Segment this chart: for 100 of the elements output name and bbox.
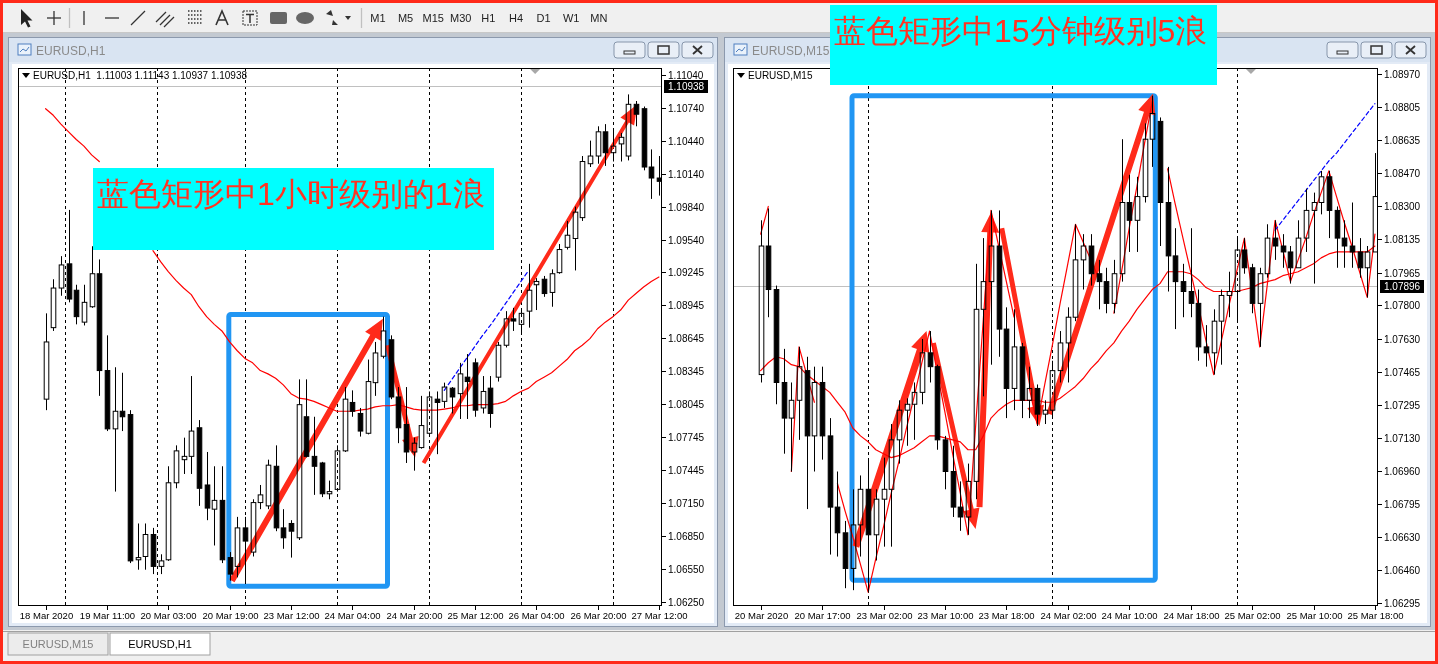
candlestick xyxy=(857,474,864,558)
candlestick xyxy=(1311,192,1318,285)
candlestick xyxy=(618,132,625,163)
chart-title: EURUSD,M15 xyxy=(752,44,830,58)
candlestick xyxy=(1172,227,1179,330)
y-tick-label: 1.10440 xyxy=(668,136,705,147)
x-tick-label: 19 Mar 11:00 xyxy=(79,610,136,621)
annotation: 蓝色矩形中1小时级别的1浪 xyxy=(97,176,485,212)
candlestick xyxy=(1264,223,1271,279)
x-tick-label: 27 Mar 12:00 xyxy=(631,610,688,621)
y-tick-label: 1.11040 xyxy=(668,70,704,81)
line-series xyxy=(1274,103,1376,231)
y-tick-label: 1.06550 xyxy=(668,564,705,575)
candlestick xyxy=(1103,267,1110,314)
candlestick xyxy=(804,356,811,510)
candlestick xyxy=(510,307,517,332)
candlestick xyxy=(1349,202,1356,269)
candlestick xyxy=(827,417,834,556)
x-tick-label: 20 Mar 17:00 xyxy=(794,610,851,621)
y-tick-label: 1.08300 xyxy=(1384,201,1421,212)
candlestick xyxy=(549,268,556,308)
candlestick xyxy=(204,451,211,521)
chart-subtitle: EURUSD,H1 1.11003 1.11143 1.10937 1.10938 xyxy=(33,70,248,81)
candlestick xyxy=(142,522,149,571)
candlestick xyxy=(988,209,995,366)
x-tick-label: 25 Mar 10:00 xyxy=(1286,610,1343,621)
y-tick-label: 1.07150 xyxy=(668,498,705,509)
y-tick-label: 1.06795 xyxy=(1384,499,1421,510)
candlestick xyxy=(633,100,640,127)
candlestick xyxy=(788,381,795,472)
candlestick xyxy=(927,330,934,383)
y-tick-label: 1.06960 xyxy=(1384,466,1421,477)
y-tick-label: 1.07745 xyxy=(668,432,705,443)
y-tick-label: 1.07800 xyxy=(1384,300,1421,311)
text: M5 xyxy=(397,12,414,24)
candlestick xyxy=(296,378,303,541)
candlestick xyxy=(1111,259,1118,314)
candlestick xyxy=(1180,263,1187,318)
candlestick xyxy=(850,488,857,591)
candlestick xyxy=(842,520,849,589)
text: EURUSD,H1 xyxy=(128,638,192,650)
candlestick xyxy=(1026,366,1033,419)
x-tick-label: 26 Mar 04:00 xyxy=(508,610,565,621)
x-tick-label: 20 Mar 19:00 xyxy=(202,610,259,621)
x-tick-label: 24 Mar 18:00 xyxy=(1163,610,1220,621)
candlestick xyxy=(834,471,841,558)
y-tick-label: 1.08345 xyxy=(668,366,705,377)
candlestick xyxy=(796,346,803,441)
candlestick xyxy=(980,237,987,397)
candlestick xyxy=(1096,259,1103,310)
candlestick xyxy=(311,416,318,496)
y-tick-label: 1.07465 xyxy=(1384,367,1421,378)
x-tick-label: 20 Mar 03:00 xyxy=(140,610,197,621)
y-tick-label: 1.07965 xyxy=(1384,268,1421,279)
candlestick xyxy=(904,397,911,447)
text: M30 xyxy=(450,12,472,24)
candlestick xyxy=(1065,306,1072,383)
text: H1 xyxy=(481,12,496,24)
candlestick xyxy=(418,395,425,449)
text: 蓝色矩形中15分钟级别5浪 xyxy=(834,13,1208,49)
candlestick xyxy=(873,488,880,562)
candlestick xyxy=(495,341,502,383)
candlestick xyxy=(1057,330,1064,383)
x-tick-label: 26 Mar 20:00 xyxy=(570,610,627,621)
candlestick xyxy=(1142,122,1149,203)
candlestick xyxy=(1303,188,1310,253)
x-tick-label: 25 Mar 18:00 xyxy=(1347,610,1404,621)
candlestick xyxy=(43,312,50,411)
chart-title: EURUSD,H1 xyxy=(36,44,106,58)
x-tick-label: 24 Mar 20:00 xyxy=(386,610,443,621)
y-tick-label: 1.08805 xyxy=(1384,102,1421,113)
candlestick xyxy=(526,263,533,329)
text: M15 xyxy=(422,12,444,24)
candlestick xyxy=(1357,237,1364,279)
y-tick-label: 1.10140 xyxy=(668,169,705,180)
y-tick-label: 1.07295 xyxy=(1384,400,1421,411)
x-tick-label: 25 Mar 02:00 xyxy=(1224,610,1281,621)
y-tick-label: 1.08135 xyxy=(1384,234,1421,245)
candlestick xyxy=(1042,399,1049,425)
candlestick xyxy=(1149,95,1156,168)
ref-line-label: 1.10938 xyxy=(668,81,705,92)
candlestick xyxy=(811,366,818,472)
candlestick xyxy=(911,381,918,441)
candlestick xyxy=(211,465,218,546)
candlestick xyxy=(288,519,295,559)
candlestick xyxy=(1211,308,1218,376)
candlestick xyxy=(564,220,571,251)
candlestick xyxy=(112,366,119,493)
x-tick-label: 23 Mar 12:00 xyxy=(263,610,320,621)
x-tick-label: 24 Mar 10:00 xyxy=(1101,610,1158,621)
candlestick xyxy=(973,263,980,500)
x-tick-label: 24 Mar 02:00 xyxy=(1040,610,1097,621)
candlestick xyxy=(1088,233,1095,287)
y-tick-label: 1.07130 xyxy=(1384,433,1421,444)
y-tick-label: 1.08470 xyxy=(1384,168,1421,179)
candlestick xyxy=(781,348,788,455)
candlestick xyxy=(1280,233,1287,269)
candlestick xyxy=(1165,166,1172,293)
y-tick-label: 1.08645 xyxy=(668,333,705,344)
candlestick xyxy=(957,480,964,532)
